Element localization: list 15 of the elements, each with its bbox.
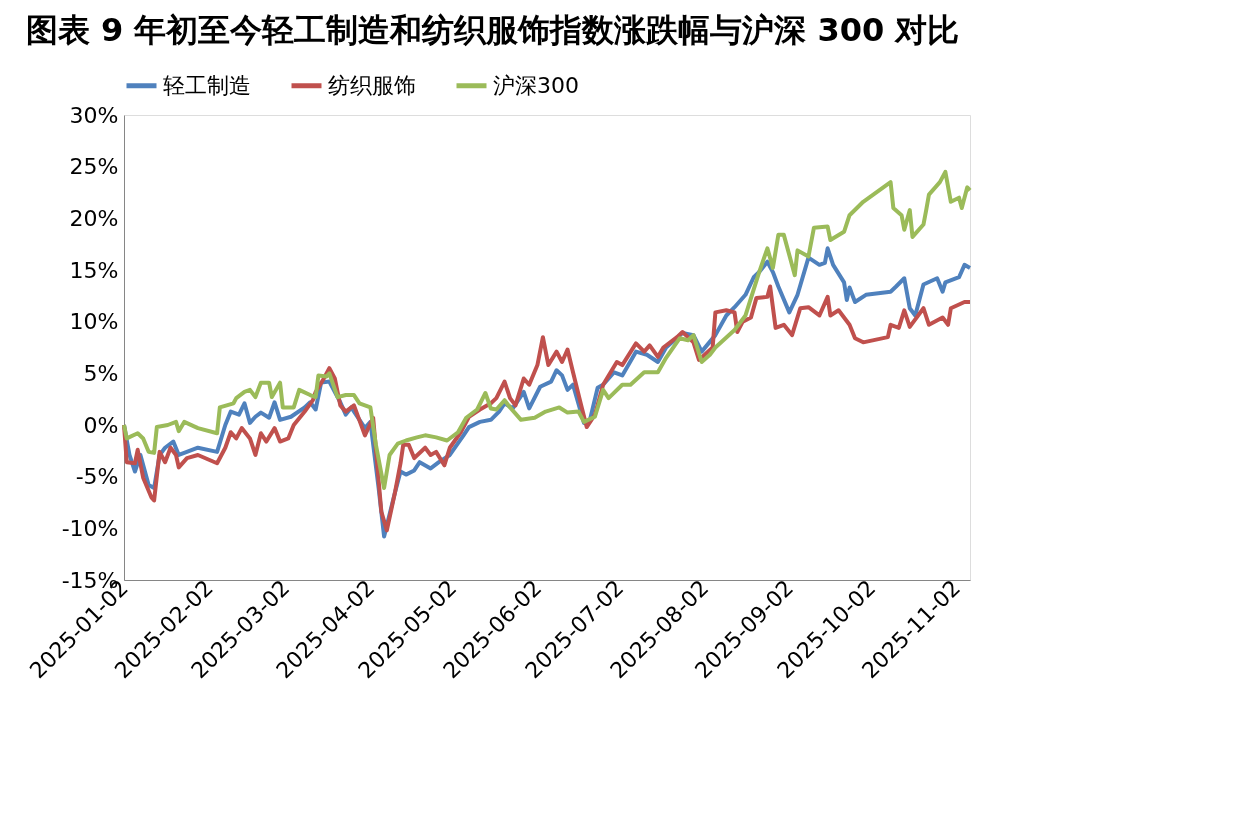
- legend-label: 纺织服饰: [328, 72, 416, 98]
- y-tick-label: 25%: [69, 154, 119, 180]
- y-tick-label: -5%: [75, 464, 119, 490]
- y-tick-label: 0%: [83, 412, 119, 438]
- y-tick-label: 30%: [69, 102, 119, 128]
- line-series: [122, 169, 972, 491]
- y-tick-label: 10%: [69, 309, 119, 335]
- chart-title: 图表 9 年初至今轻工制造和纺织服饰指数涨跌幅与沪深 300 对比: [25, 11, 960, 49]
- y-tick-label: 15%: [69, 257, 119, 283]
- line-series: [122, 284, 972, 533]
- y-tick-label: -10%: [61, 515, 119, 541]
- legend-label: 沪深300: [493, 72, 579, 98]
- y-tick-label: 20%: [69, 205, 119, 231]
- legend-label: 轻工制造: [163, 72, 251, 98]
- y-tick-label: 5%: [83, 360, 119, 386]
